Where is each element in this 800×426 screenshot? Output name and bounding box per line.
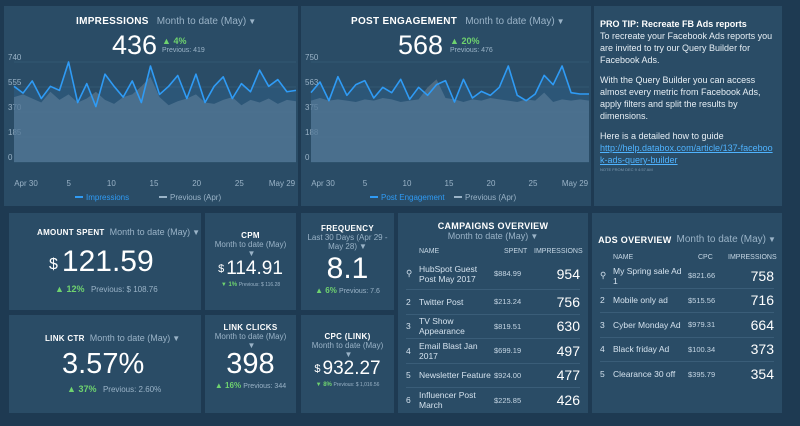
cpm-title: CPM	[205, 231, 296, 240]
x-tick-label: 25	[529, 179, 538, 188]
table-row[interactable]: 2 Mobile only ad $515.56 716	[600, 289, 774, 314]
arrow-up-icon: ▲	[67, 384, 76, 394]
frequency-value: 8.1	[301, 252, 394, 286]
cpc-value: $932.27	[301, 358, 394, 380]
cpm-value: $114.91	[205, 258, 296, 280]
arrow-up-icon: ▲	[315, 286, 323, 295]
x-tick-label: Apr 30	[311, 179, 335, 188]
link-clicks-change: ▲ 16% Previous: 344	[205, 381, 296, 390]
protip-note: NOTE FROM DEC 9 4:57 AM	[600, 167, 776, 173]
chevron-down-icon: ▼	[530, 232, 538, 241]
arrow-up-icon: ▲	[55, 284, 64, 294]
link-clicks-value: 398	[205, 348, 296, 381]
cpm-panel: CPM Month to date (May)▼ $114.91 ▼ 1% Pr…	[205, 213, 296, 310]
y-tick-label: 555	[8, 78, 22, 87]
x-tick-label: 25	[235, 179, 244, 188]
campaigns-period-select[interactable]: Month to date (May)▼	[406, 231, 580, 241]
x-tick-label: 5	[363, 179, 368, 188]
table-row[interactable]: 4 Black friday Ad $100.34 373	[600, 338, 774, 363]
link-clicks-title: LINK CLICKS	[205, 323, 296, 332]
link-ctr-change: ▲ 37% Previous: 2.60%	[67, 384, 161, 394]
chevron-down-icon: ▼	[192, 228, 200, 237]
table-row[interactable]: 3 Cyber Monday Ad $979.31 664	[600, 313, 774, 338]
table-row[interactable]: 4 Email Blast Jan 2017 $699.19 497	[406, 339, 580, 364]
ads-panel: ADS OVERVIEW Month to date (May)▼ NAME C…	[592, 213, 782, 413]
frequency-panel: FREQUENCY Last 30 Days (Apr 29 - May 28)…	[301, 213, 394, 310]
table-row[interactable]: 2 Twitter Post $213.24 756	[406, 290, 580, 315]
table-row[interactable]: ⚲ HubSpot Guest Post May 2017 $884.99 95…	[406, 258, 580, 290]
arrow-down-icon: ▼	[221, 282, 227, 288]
cpc-change: ▼ 8% Previous: $ 1,016.56	[301, 382, 394, 388]
arrow-down-icon: ▼	[316, 382, 322, 388]
y-tick-label: 0	[305, 153, 310, 162]
link-ctr-panel: LINK CTR Month to date (May)▼ 3.57% ▲ 37…	[9, 315, 201, 413]
frequency-period-select[interactable]: Last 30 Days (Apr 29 - May 28)▼	[301, 233, 394, 251]
campaigns-panel: CAMPAIGNS OVERVIEW Month to date (May)▼ …	[398, 213, 588, 413]
impressions-chart: 7405553701850Apr 30510152025May 29Impres…	[4, 6, 298, 206]
legend-previous-label: Previous (Apr)	[170, 193, 221, 202]
x-tick-label: May 29	[562, 179, 589, 188]
x-tick-label: 10	[403, 179, 412, 188]
link-ctr-period-select[interactable]: Month to date (May)▼	[90, 333, 180, 343]
y-tick-label: 750	[305, 53, 319, 62]
table-row[interactable]: 3 TV Show Appearance $819.51 630	[406, 315, 580, 340]
chevron-down-icon: ▼	[359, 242, 367, 251]
amount-spent-value: $121.59	[49, 245, 154, 279]
ads-title: ADS OVERVIEW	[598, 235, 671, 245]
cpm-period-select[interactable]: Month to date (May)▼	[205, 240, 296, 258]
link-ctr-title: LINK CTR	[45, 334, 85, 343]
campaigns-title: CAMPAIGNS OVERVIEW	[406, 221, 580, 231]
frequency-change: ▲ 6% Previous: 7.6	[301, 286, 394, 295]
protip-paragraph-2: With the Query Builder you can access al…	[600, 74, 776, 122]
cpm-change: ▼ 1% Previous: $ 116.28	[205, 282, 296, 288]
table-row[interactable]: 6 Influencer Post March $225.85 426	[406, 388, 580, 413]
protip-title: PRO TIP: Recreate FB Ads reports	[600, 18, 776, 30]
amount-spent-title: AMOUNT SPENT	[37, 228, 105, 237]
frequency-title: FREQUENCY	[301, 224, 394, 233]
cpc-title: CPC (LINK)	[301, 332, 394, 341]
amount-spent-change: ▲ 12% Previous: $ 108.76	[55, 284, 158, 294]
trophy-icon: ⚲	[600, 270, 613, 281]
engagement-chart: 7505633751880Apr 30510152025May 29Post E…	[301, 6, 591, 206]
link-clicks-panel: LINK CLICKS Month to date (May)▼ 398 ▲ 1…	[205, 315, 296, 413]
table-row[interactable]: 5 Newsletter Feature $924.00 477	[406, 364, 580, 389]
amount-spent-panel: AMOUNT SPENT Month to date (May)▼ $121.5…	[9, 213, 201, 310]
ads-header: NAME CPC IMPRESSIONS	[600, 250, 774, 264]
x-tick-label: 15	[150, 179, 159, 188]
impressions-panel: IMPRESSIONS Month to date (May)▼ 436 ▲ 4…	[4, 6, 298, 206]
chevron-down-icon: ▼	[172, 334, 180, 343]
y-tick-label: 740	[8, 53, 22, 62]
amount-spent-period-select[interactable]: Month to date (May)▼	[110, 227, 200, 237]
table-row[interactable]: ⚲ My Spring sale Ad 1 $821.66 758	[600, 264, 774, 289]
arrow-up-icon: ▲	[215, 381, 223, 390]
protip-panel: PRO TIP: Recreate FB Ads reports To recr…	[594, 6, 782, 206]
ads-period-select[interactable]: Month to date (May)▼	[677, 234, 776, 245]
link-ctr-value: 3.57%	[62, 348, 144, 381]
trophy-icon: ⚲	[406, 268, 419, 279]
chevron-down-icon: ▼	[768, 235, 776, 244]
chevron-down-icon: ▼	[248, 249, 256, 258]
cpc-panel: CPC (LINK) Month to date (May)▼ $932.27 …	[301, 315, 394, 413]
legend-current-label: Post Engagement	[381, 193, 445, 202]
x-tick-label: 20	[487, 179, 496, 188]
x-tick-label: 20	[192, 179, 201, 188]
x-tick-label: 5	[66, 179, 71, 188]
protip-guide-link[interactable]: http://help.databox.com/article/137-face…	[600, 142, 776, 166]
y-tick-label: 0	[8, 153, 13, 162]
protip-paragraph-3: Here is a detailed how to guide	[600, 130, 776, 142]
series-current-area	[14, 62, 296, 162]
series-current-area	[311, 66, 589, 162]
campaigns-header: NAME SPENT IMPRESSIONS	[406, 244, 580, 258]
x-tick-label: Apr 30	[14, 179, 38, 188]
engagement-panel: POST ENGAGEMENT Month to date (May)▼ 568…	[301, 6, 591, 206]
legend-previous-label: Previous (Apr)	[465, 193, 516, 202]
protip-paragraph-1: To recreate your Facebook Ads reports yo…	[600, 30, 776, 66]
x-tick-label: 15	[445, 179, 454, 188]
x-tick-label: 10	[107, 179, 116, 188]
x-tick-label: May 29	[269, 179, 296, 188]
legend-current-label: Impressions	[86, 193, 129, 202]
table-row[interactable]: 5 Clearance 30 off $395.79 354	[600, 362, 774, 387]
cpc-period-select[interactable]: Month to date (May)▼	[301, 341, 394, 359]
